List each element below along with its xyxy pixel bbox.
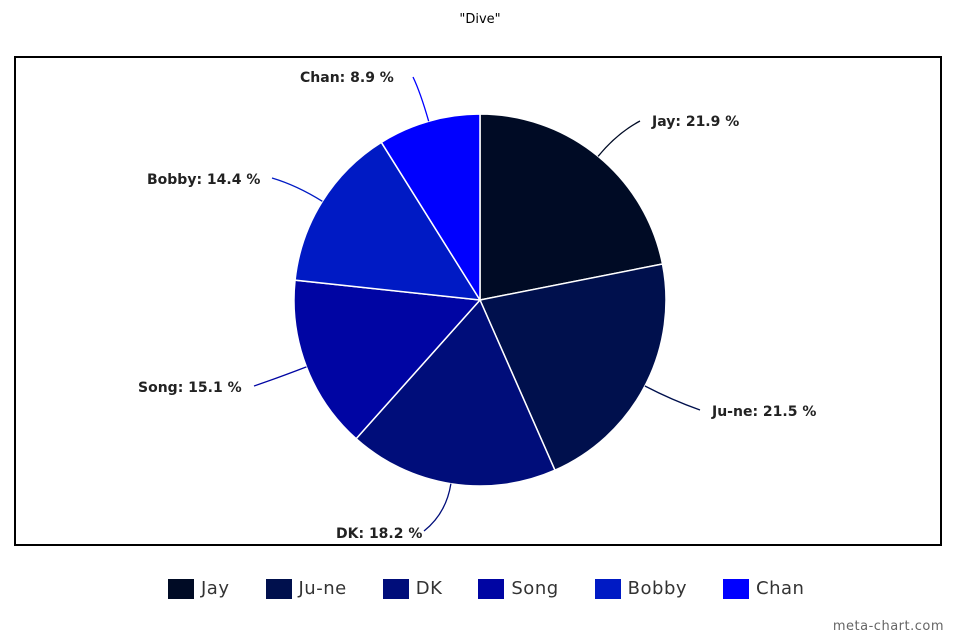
legend-item-jay[interactable]: Jay xyxy=(168,578,230,599)
legend-label: Ju-ne xyxy=(298,578,347,599)
slice-label-ju-ne: Ju-ne: 21.5 % xyxy=(711,404,816,420)
pie-slice-chan[interactable] xyxy=(380,113,481,303)
slice-label-jay: Jay: 21.9 % xyxy=(651,114,739,130)
legend-swatch xyxy=(594,578,621,599)
legend-swatch xyxy=(723,578,750,599)
legend-swatch xyxy=(382,578,409,599)
leader-line-jay xyxy=(597,120,641,157)
legend-swatch xyxy=(478,578,505,599)
legend-label: Bobby xyxy=(627,578,688,599)
legend-label: Chan xyxy=(756,578,805,599)
slice-label-chan: Chan: 8.9 % xyxy=(300,70,394,86)
legend-item-bobby[interactable]: Bobby xyxy=(594,578,688,599)
leader-line-chan xyxy=(412,76,430,122)
leader-line-dk xyxy=(423,483,452,532)
leader-line-song xyxy=(253,366,307,387)
legend-label: Song xyxy=(511,578,559,599)
leader-line-bobby xyxy=(271,177,323,202)
plot-frame xyxy=(14,56,942,546)
legend-item-song[interactable]: Song xyxy=(478,578,558,599)
slice-label-song: Song: 15.1 % xyxy=(138,380,242,396)
legend-item-ju-ne[interactable]: Ju-ne xyxy=(265,578,347,599)
legend-label: Jay xyxy=(201,578,230,599)
slice-label-bobby: Bobby: 14.4 % xyxy=(147,172,260,188)
legend-item-chan[interactable]: Chan xyxy=(723,578,804,599)
leader-line-ju-ne xyxy=(644,385,701,411)
pie-slice-jay[interactable] xyxy=(479,113,664,301)
legend-item-dk[interactable]: DK xyxy=(382,578,443,599)
slice-label-dk: DK: 18.2 % xyxy=(336,526,422,542)
pie-slice-bobby[interactable] xyxy=(294,141,482,301)
pie-slice-dk[interactable] xyxy=(355,298,556,487)
watermark: meta-chart.com xyxy=(832,619,944,634)
chart-title: "Dive" xyxy=(459,12,501,27)
legend-swatch xyxy=(168,578,194,599)
legend-label: DK xyxy=(415,578,443,599)
pie-slice-song[interactable] xyxy=(293,279,482,440)
pie-slice-ju-ne[interactable] xyxy=(478,263,667,472)
legend: Jay Ju-ne DK Song Bobby Chan xyxy=(168,578,840,599)
legend-swatch xyxy=(265,578,292,599)
